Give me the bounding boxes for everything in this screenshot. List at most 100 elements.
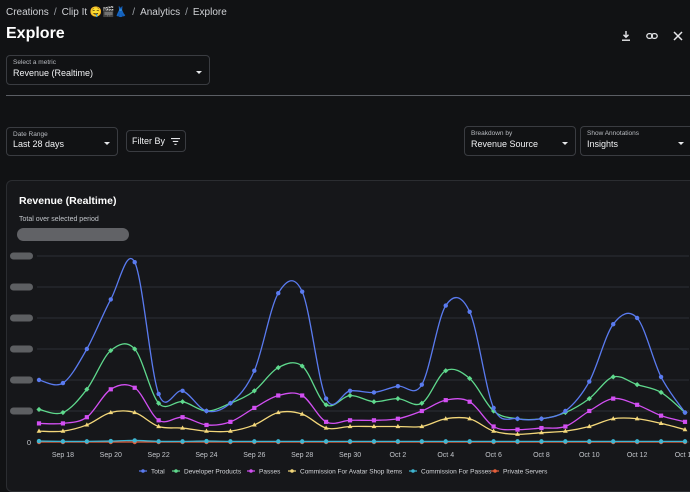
data-point bbox=[539, 416, 544, 421]
data-point bbox=[228, 401, 233, 406]
data-point bbox=[36, 438, 42, 444]
breadcrumb: Creations / Clip It 🤤🎬👗 / Analytics / Explore bbox=[6, 7, 227, 18]
redacted-y-tick bbox=[10, 283, 33, 291]
data-point bbox=[682, 419, 688, 424]
data-point bbox=[658, 374, 664, 380]
data-point bbox=[467, 416, 473, 421]
data-point bbox=[275, 409, 281, 415]
breadcrumb-experience[interactable]: Clip It 🤤🎬👗 bbox=[61, 7, 128, 18]
data-point bbox=[563, 424, 568, 429]
data-point bbox=[180, 439, 185, 444]
redacted-y-tick bbox=[10, 376, 33, 384]
data-point bbox=[251, 422, 257, 427]
chevron-down-icon bbox=[104, 142, 110, 145]
x-tick-label: Oct 12 bbox=[627, 452, 648, 459]
data-point bbox=[539, 425, 544, 431]
date-range-select[interactable]: Date Range Last 28 days bbox=[6, 127, 118, 156]
download-button[interactable] bbox=[620, 30, 632, 42]
copy-link-button[interactable] bbox=[646, 30, 658, 42]
breadcrumb-separator: / bbox=[185, 7, 188, 18]
data-point bbox=[443, 416, 449, 421]
data-point bbox=[347, 418, 353, 423]
data-point bbox=[658, 413, 664, 418]
data-point bbox=[395, 439, 401, 444]
data-point bbox=[156, 423, 162, 429]
legend-label: Commission For Avatar Shop Items bbox=[300, 469, 403, 476]
x-tick-label: Oct 10 bbox=[579, 452, 600, 459]
data-point bbox=[347, 423, 353, 429]
data-point bbox=[587, 408, 592, 414]
metric-select[interactable]: Select a metric Revenue (Realtime) bbox=[6, 55, 210, 85]
legend-label: Developer Products bbox=[184, 469, 242, 476]
legend-marker bbox=[249, 469, 253, 473]
y-tick-label: 0 bbox=[27, 438, 31, 447]
data-point bbox=[682, 427, 688, 432]
data-point bbox=[635, 402, 640, 407]
data-point bbox=[204, 422, 209, 428]
data-point bbox=[36, 421, 42, 426]
chevron-down-icon bbox=[562, 142, 568, 145]
data-point bbox=[132, 260, 137, 265]
breadcrumb-analytics[interactable]: Analytics bbox=[140, 7, 181, 18]
data-point bbox=[467, 309, 472, 314]
data-point bbox=[276, 439, 281, 444]
data-point bbox=[515, 431, 520, 436]
data-point bbox=[491, 405, 496, 411]
data-point bbox=[156, 400, 162, 406]
x-tick-label: Oct 8 bbox=[533, 452, 550, 459]
data-point bbox=[371, 399, 377, 405]
data-point bbox=[443, 303, 448, 308]
data-point bbox=[84, 415, 89, 420]
annotations-value: Insights bbox=[587, 139, 619, 149]
breadcrumb-separator: / bbox=[53, 7, 57, 18]
breakdown-select[interactable]: Breakdown by Revenue Source bbox=[464, 126, 576, 156]
filter-icon bbox=[171, 137, 180, 145]
breakdown-value: Revenue Source bbox=[471, 139, 539, 149]
legend-marker bbox=[141, 469, 145, 473]
data-point bbox=[587, 439, 592, 444]
data-point bbox=[36, 406, 42, 413]
download-icon bbox=[622, 31, 630, 41]
data-point bbox=[84, 439, 90, 444]
chart-card: Revenue (Realtime) Total over selected p… bbox=[6, 180, 690, 492]
data-point bbox=[539, 430, 544, 435]
redacted-total-value bbox=[17, 228, 129, 241]
revenue-line-chart[interactable]: 0 Sep 18 Sep 20 Sep 22 Sep 24 Sep 26 Sep 28 Sep… bbox=[7, 181, 690, 481]
close-button[interactable] bbox=[672, 30, 684, 42]
data-point bbox=[371, 439, 377, 444]
annotations-select[interactable]: Show Annotations Insights bbox=[580, 126, 690, 156]
x-tick-label: Sep 20 bbox=[100, 452, 122, 459]
data-point bbox=[132, 409, 138, 415]
data-point bbox=[60, 380, 66, 386]
breadcrumb-creations[interactable]: Creations bbox=[6, 7, 49, 18]
data-point bbox=[204, 428, 209, 433]
data-point bbox=[108, 387, 113, 392]
data-point bbox=[132, 346, 138, 352]
data-point bbox=[299, 439, 305, 444]
data-point bbox=[467, 399, 472, 404]
data-point bbox=[587, 379, 592, 384]
series-line bbox=[38, 384, 686, 431]
data-point bbox=[467, 439, 472, 444]
link-icon bbox=[646, 32, 658, 40]
legend-label: Passes bbox=[259, 469, 281, 476]
data-point bbox=[180, 425, 185, 430]
data-point bbox=[586, 423, 592, 429]
x-tick-label: Sep 28 bbox=[291, 452, 313, 459]
metric-select-label: Select a metric bbox=[13, 59, 56, 66]
x-tick-label: Sep 18 bbox=[52, 452, 74, 459]
data-point bbox=[108, 409, 114, 415]
filter-by-label: Filter By bbox=[131, 136, 165, 146]
legend-marker bbox=[290, 469, 294, 473]
x-tick-label: Oct 4 bbox=[437, 452, 454, 459]
data-point bbox=[299, 411, 305, 416]
data-point bbox=[443, 368, 449, 374]
data-point bbox=[36, 428, 42, 433]
chevron-down-icon bbox=[196, 71, 202, 74]
series-line bbox=[38, 439, 685, 443]
data-point bbox=[324, 419, 329, 424]
breadcrumb-explore: Explore bbox=[192, 7, 227, 18]
filter-by-button[interactable]: Filter By bbox=[126, 130, 186, 152]
redacted-y-tick bbox=[10, 407, 33, 415]
data-point bbox=[323, 425, 329, 430]
